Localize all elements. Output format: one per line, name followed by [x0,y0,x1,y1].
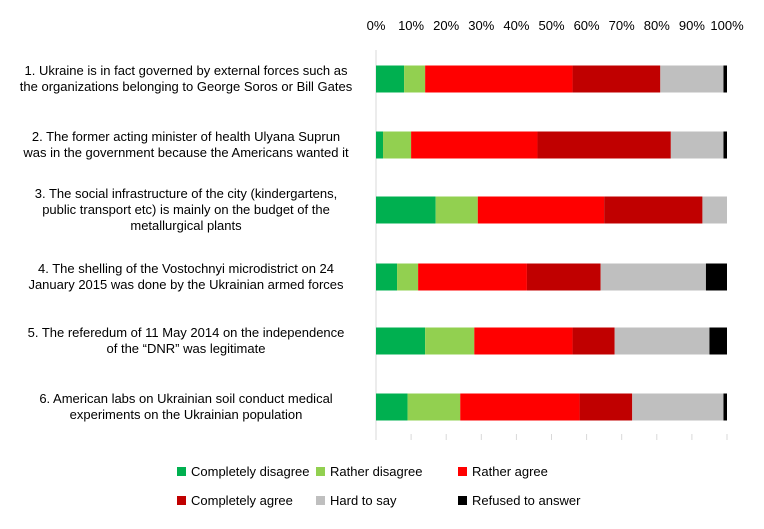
bar-segment [376,327,426,355]
legend-label: Hard to say [330,493,397,508]
y-tick-label: 3. The social infrastructure of the city… [10,186,362,234]
y-tick-label: 2. The former acting minister of health … [10,129,362,161]
bar-segment [632,393,724,421]
y-tick-label-line: 4. The shelling of the Vostochnyi microd… [37,261,335,276]
x-tick-label: 20% [433,18,459,33]
y-tick-label-line: metallurgical plants [130,218,242,233]
bar-segment [460,393,580,421]
legend-label: Completely disagree [191,464,310,479]
y-tick-label-line: public transport etc) is mainly on the b… [42,202,330,217]
y-tick-label-line: 1. Ukraine is in fact governed by extern… [24,63,348,78]
y-tick-label-line: experiments on the Ukrainian population [69,407,303,422]
y-tick-label: 1. Ukraine is in fact governed by extern… [10,63,362,95]
bar-segment [404,65,426,93]
bar-segment [723,131,727,159]
y-tick-label: 4. The shelling of the Vostochnyi microd… [10,261,362,293]
x-tick-label: 10% [398,18,424,33]
bar-segment [702,196,727,224]
bar-segment [670,131,724,159]
x-tick-label: 40% [503,18,529,33]
legend-item: Refused to answer [458,493,580,508]
legend-label: Completely agree [191,493,293,508]
bar-segment [614,327,710,355]
bar-segment [376,65,405,93]
bar-segment [572,327,615,355]
y-tick-label-line: of the “DNR” was legitimate [106,341,266,356]
x-tick-label: 80% [644,18,670,33]
legend-swatch [458,467,467,476]
x-tick-label: 30% [468,18,494,33]
legend-swatch [458,496,467,505]
bar-segment [383,131,412,159]
bar-segment [537,131,671,159]
bar-segment [604,196,703,224]
y-tick-label-line: 6. American labs on Ukrainian soil condu… [39,391,333,406]
x-tick-label: 100% [710,18,744,33]
bar-segment [376,131,384,159]
bar-segment [418,263,527,291]
x-tick-label: 50% [538,18,564,33]
bar-segment [723,393,727,421]
bar-segment [411,131,538,159]
legend-label: Refused to answer [472,493,581,508]
x-tick-label: 70% [609,18,635,33]
bar-segment [526,263,601,291]
bar-segment [477,196,605,224]
bar-segment [600,263,706,291]
y-tick-label-line: was in the government because the Americ… [23,145,349,160]
bar-segment [407,393,461,421]
bar-segment [474,327,573,355]
legend-item: Rather agree [458,464,548,479]
legend-swatch [316,496,325,505]
x-tick-label: 0% [367,18,386,33]
x-tick-label: 60% [574,18,600,33]
bar-segment [572,65,661,93]
legend-label: Rather agree [472,464,548,479]
legend-item: Hard to say [316,493,396,508]
legend-item: Completely disagree [177,464,310,479]
legend-item: Rather disagree [316,464,423,479]
bar-segment [579,393,633,421]
bar-segment [376,196,436,224]
bar-segment [425,65,573,93]
legend-swatch [177,496,186,505]
legend-item: Completely agree [177,493,293,508]
legend-swatch [316,467,325,476]
bar-segment [705,263,727,291]
legend-label: Rather disagree [330,464,423,479]
bar-segment [709,327,727,355]
y-tick-label-line: the organizations belonging to George So… [19,79,353,94]
bar-segment [723,65,727,93]
bar-segment [397,263,419,291]
y-tick-label-line: January 2015 was done by the Ukrainian a… [28,277,344,292]
y-tick-label: 6. American labs on Ukrainian soil condu… [10,391,362,423]
y-tick-label-line: 2. The former acting minister of health … [31,129,341,144]
x-tick-label: 90% [679,18,705,33]
bar-segment [376,393,408,421]
bar-segment [425,327,475,355]
legend-swatch [177,467,186,476]
y-tick-label-line: 3. The social infrastructure of the city… [34,186,338,201]
bar-segment [435,196,478,224]
y-tick-label-line: 5. The referedum of 11 May 2014 on the i… [27,325,345,340]
y-tick-label: 5. The referedum of 11 May 2014 on the i… [10,325,362,357]
bar-segment [660,65,724,93]
bar-segment [376,263,398,291]
